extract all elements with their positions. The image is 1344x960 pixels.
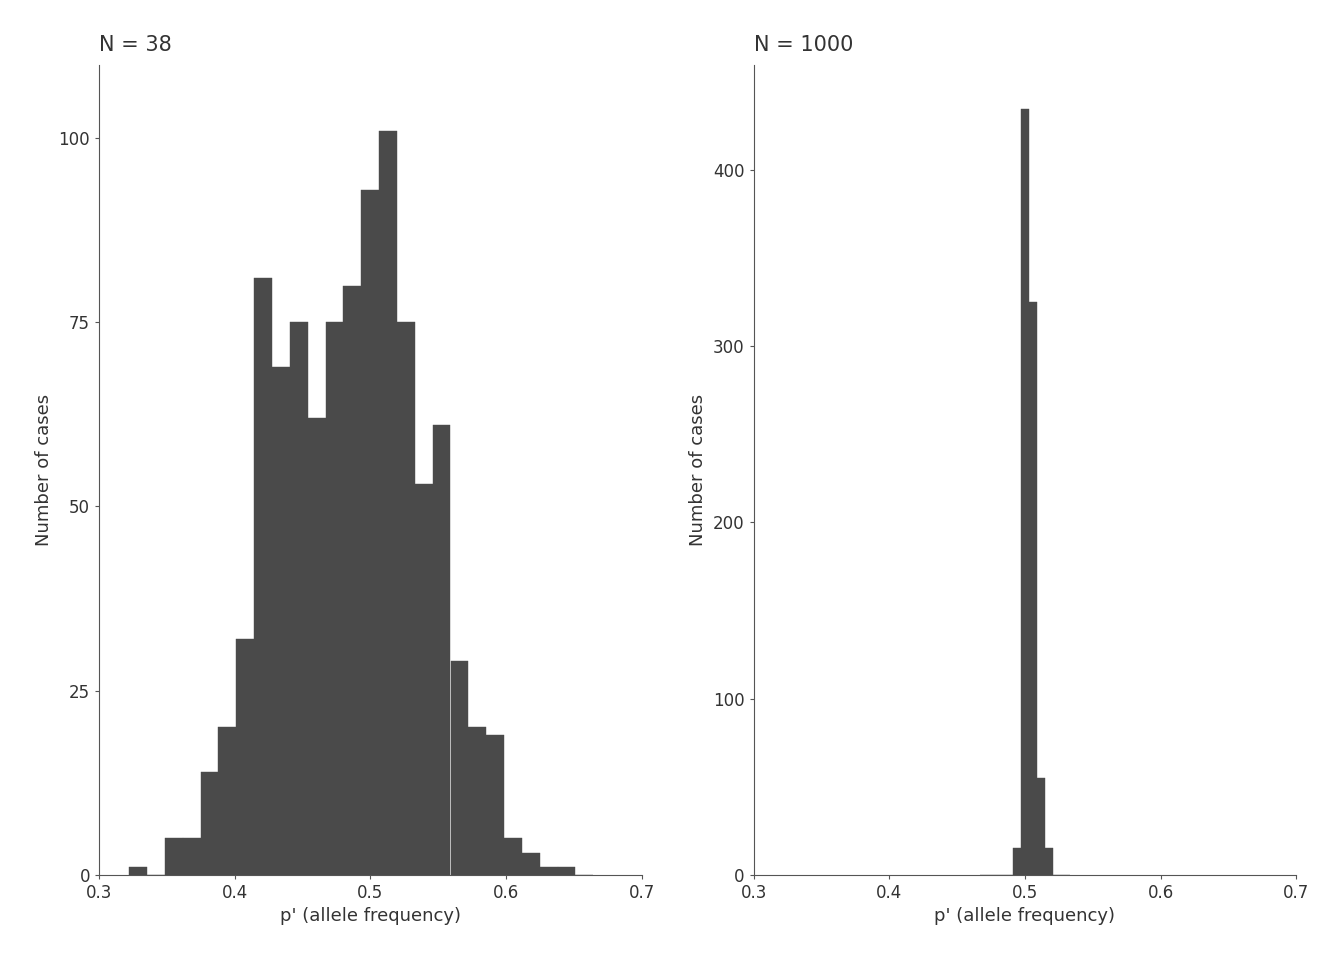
Bar bbox=[1012, 849, 1021, 875]
Bar bbox=[433, 425, 450, 875]
Bar bbox=[379, 131, 396, 875]
Bar bbox=[1046, 849, 1054, 875]
X-axis label: p' (allele frequency): p' (allele frequency) bbox=[280, 907, 461, 925]
Bar bbox=[183, 838, 200, 875]
Bar bbox=[254, 278, 271, 875]
X-axis label: p' (allele frequency): p' (allele frequency) bbox=[934, 907, 1116, 925]
Text: N = 1000: N = 1000 bbox=[754, 35, 853, 55]
Bar bbox=[290, 323, 308, 875]
Bar bbox=[325, 323, 344, 875]
Bar bbox=[308, 419, 325, 875]
Bar bbox=[271, 367, 290, 875]
Bar bbox=[219, 728, 237, 875]
Bar bbox=[1038, 778, 1046, 875]
Bar bbox=[237, 639, 254, 875]
Bar bbox=[487, 734, 504, 875]
Bar bbox=[468, 728, 487, 875]
Bar bbox=[540, 867, 558, 875]
Y-axis label: Number of cases: Number of cases bbox=[689, 394, 707, 545]
Bar bbox=[450, 661, 469, 875]
Bar bbox=[344, 285, 362, 875]
Bar bbox=[415, 485, 433, 875]
Text: N = 38: N = 38 bbox=[99, 35, 172, 55]
Bar bbox=[200, 772, 219, 875]
Bar bbox=[1021, 108, 1030, 875]
Y-axis label: Number of cases: Number of cases bbox=[35, 394, 52, 545]
Bar bbox=[165, 838, 183, 875]
Bar bbox=[504, 838, 521, 875]
Bar bbox=[362, 190, 379, 875]
Bar bbox=[558, 867, 575, 875]
Bar bbox=[129, 867, 146, 875]
Bar bbox=[1030, 302, 1038, 875]
Bar bbox=[521, 852, 540, 875]
Bar bbox=[396, 323, 415, 875]
